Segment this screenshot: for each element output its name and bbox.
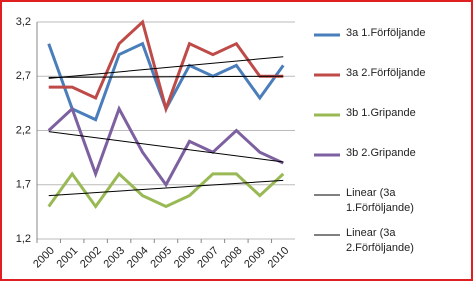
series-line [48,19,284,114]
series-line [47,171,285,210]
x-tick-label: 2004 [125,245,151,271]
trendline [48,179,284,197]
x-tick-label: 2001 [55,245,81,271]
x-tick-label: 2002 [78,245,104,271]
trendline [48,56,284,79]
x-tick-label: 2007 [195,245,221,271]
x-tick-label: 2008 [219,245,245,271]
y-tick-label: 3,2 [16,16,31,28]
legend-label: Linear (3a 2.Förföljande) [346,227,414,254]
legend-label: Linear (3a 1.Förföljande) [346,187,414,214]
series-line [47,105,284,188]
x-tick-label: 2005 [148,245,174,271]
legend-label: 3b 2.Gripande [346,147,416,159]
x-tick-label: 2009 [242,245,268,271]
y-tick-label: 1,7 [16,179,31,191]
legend-label: 3a 1.Förföljande [346,27,426,39]
x-tick-label: 2000 [31,245,57,271]
legend-label: 3a 2.Förföljande [346,67,426,79]
x-tick-label: 2010 [266,245,292,271]
trendline [48,131,284,163]
plot: 1,21,72,22,73,22000200120022003200420052… [16,16,340,271]
legend-label: 3b 1.Gripande [346,107,416,119]
y-tick-label: 2,2 [16,124,31,136]
x-tick-label: 2003 [101,245,127,271]
trendline [48,75,284,78]
y-tick-label: 2,7 [16,70,31,82]
x-tick-label: 2006 [172,245,198,271]
y-tick-label: 1,2 [16,233,31,245]
